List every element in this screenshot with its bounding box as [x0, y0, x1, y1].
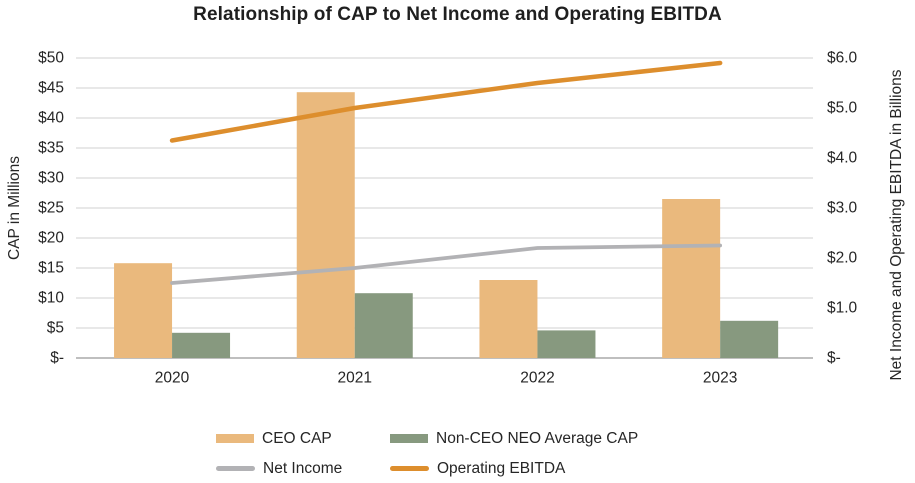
right-axis-tick: $3.0: [827, 200, 858, 217]
operating-ebitda-line-swatch-icon: [390, 466, 429, 471]
legend-item-net-income: Net Income: [216, 458, 390, 479]
left-axis-tick: $50: [38, 50, 64, 67]
x-axis-label-2022: 2022: [520, 370, 554, 387]
left-axis-tick: $5: [47, 320, 64, 337]
bar-non-ceo-neo-average-cap-2020: [172, 332, 231, 358]
left-axis-tick: $20: [38, 230, 64, 247]
net-income-line-swatch-icon: [216, 466, 255, 471]
bar-ceo-cap-2023: [662, 199, 721, 358]
legend-item-operating-ebitda: Operating EBITDA: [390, 458, 638, 479]
non-ceo-cap-swatch-icon: [390, 434, 428, 443]
right-axis-tick: $1.0: [827, 300, 858, 317]
bar-non-ceo-neo-average-cap-2023: [720, 320, 779, 358]
left-axis-tick: $10: [38, 290, 64, 307]
legend-item-non-ceo-neo-average-cap: Non-CEO NEO Average CAP: [390, 428, 638, 449]
left-axis-tick: $25: [38, 200, 64, 217]
right-axis-title: Net Income and Operating EBITDA in Billi…: [888, 69, 905, 381]
legend-label: CEO CAP: [262, 429, 332, 447]
bar-ceo-cap-2020: [114, 263, 173, 358]
right-axis-tick: $4.0: [827, 150, 858, 167]
chart-title: Relationship of CAP to Net Income and Op…: [193, 4, 722, 25]
x-axis-label-2021: 2021: [338, 370, 372, 387]
ceo-cap-swatch-icon: [216, 434, 254, 443]
right-axis-tick: $-: [827, 350, 841, 367]
left-axis-title: CAP in Millions: [6, 156, 23, 260]
left-axis-tick: $35: [38, 140, 64, 157]
line-operating-ebitda: [169, 60, 723, 143]
x-axis-label-2023: 2023: [703, 370, 737, 387]
legend-label: Non-CEO NEO Average CAP: [436, 429, 639, 447]
right-axis-tick: $6.0: [827, 50, 858, 67]
right-axis-tick: $2.0: [827, 250, 858, 267]
line-net-income: [170, 243, 723, 285]
bar-non-ceo-neo-average-cap-2022: [537, 330, 596, 358]
bar-non-ceo-neo-average-cap-2021: [354, 293, 413, 358]
left-axis-tick: $40: [38, 110, 64, 127]
legend-item-ceo-cap: CEO CAP: [216, 428, 390, 449]
bar-ceo-cap-2022: [479, 280, 538, 358]
bar-ceo-cap-2021: [296, 92, 355, 358]
right-axis-tick: $5.0: [827, 100, 858, 117]
left-axis-tick: $30: [38, 170, 64, 187]
legend-label: Operating EBITDA: [437, 459, 566, 477]
x-axis-label-2020: 2020: [155, 370, 190, 387]
chart-legend: CEO CAP Non-CEO NEO Average CAP Net Inco…: [216, 428, 638, 479]
legend-label: Net Income: [263, 459, 343, 477]
left-axis-tick: $15: [38, 260, 64, 277]
left-axis-tick: $-: [50, 350, 64, 367]
left-axis-tick: $45: [38, 80, 64, 97]
